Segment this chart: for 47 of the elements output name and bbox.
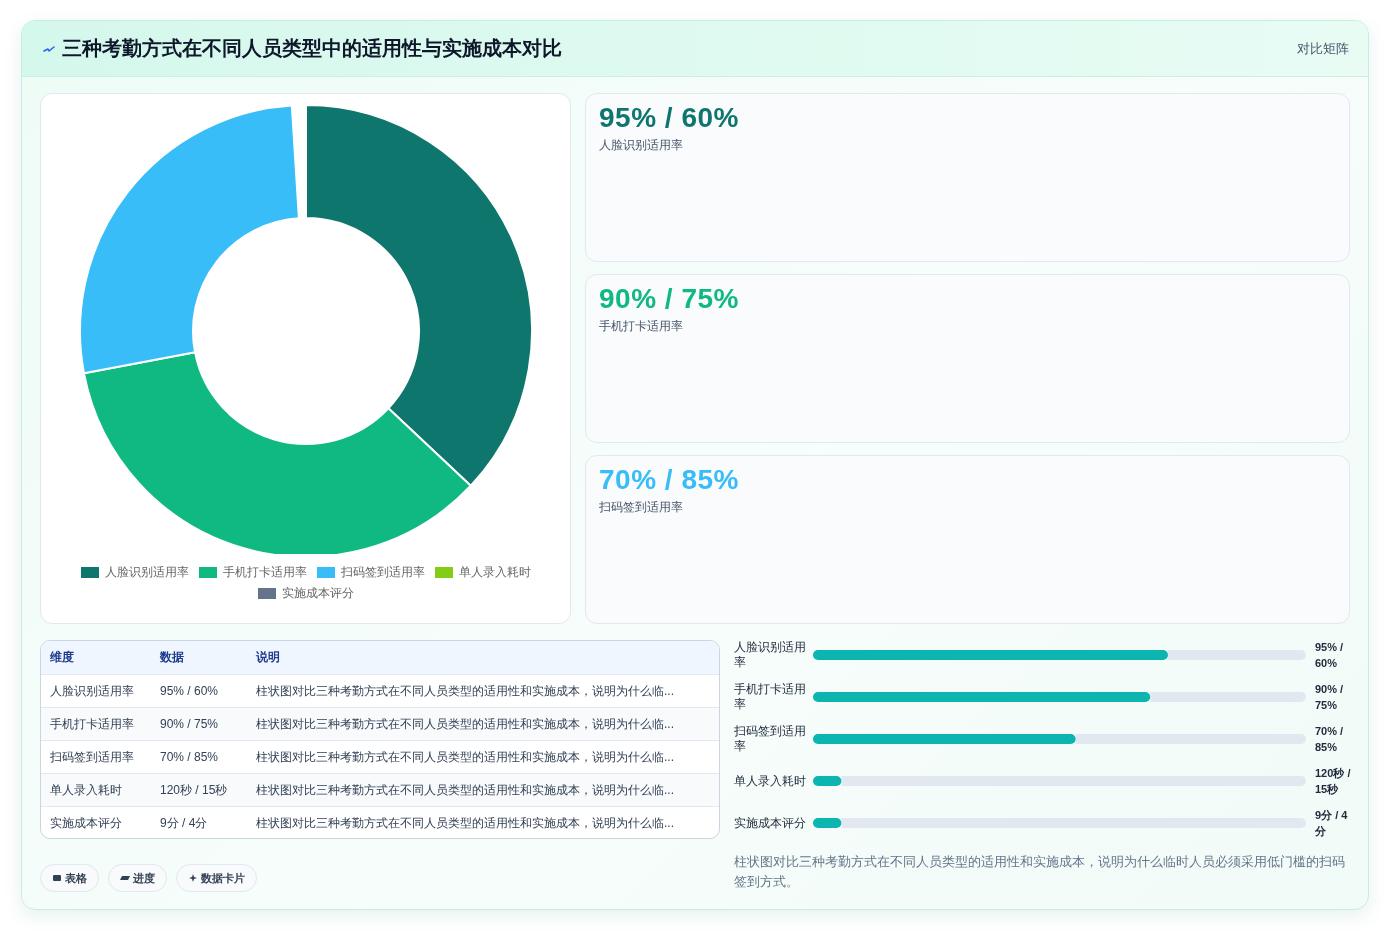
text: 90% / 75%: [160, 716, 219, 733]
text: 95% / 60%: [160, 683, 219, 700]
text: 120秒 / 15秒: [160, 782, 228, 799]
text: 95% / 60%: [1315, 640, 1345, 671]
text: 维度: [50, 649, 74, 666]
text: 柱状图对比三种考勤方式在不同人员类型的适用性和实施成本，说明为什么临...: [256, 716, 675, 733]
text: 手机打卡适用率: [50, 716, 134, 733]
text: 90% / 75%: [599, 283, 739, 315]
button: 进度: [108, 864, 167, 892]
text: 扫码签到适用率: [599, 499, 683, 515]
legend-label: 单人录入耗时: [459, 564, 531, 580]
y-tick-label: 实施成本评分: [734, 815, 807, 831]
text: 95% / 60%: [599, 102, 739, 134]
text: 三种考勤方式在不同人员类型中的适用性与实施成本对比: [62, 36, 562, 61]
text: 9分 / 4分: [1315, 808, 1349, 839]
text: 对比矩阵: [1297, 40, 1349, 58]
text: 单人录入耗时: [50, 782, 122, 799]
button: 数据卡片: [176, 864, 257, 892]
text: 70% / 85%: [1315, 724, 1345, 755]
y-tick-label: 人脸识别适用率: [734, 640, 807, 670]
text: 柱状图对比三种考勤方式在不同人员类型的适用性和实施成本，说明为什么临时人员必须采用低门槛的扫码签到方式。: [734, 853, 1346, 891]
text: 实施成本评分: [50, 815, 122, 832]
legend-label: 手机打卡适用率: [223, 564, 307, 580]
bar: [813, 818, 842, 828]
text: 人脸识别适用率: [50, 683, 134, 700]
text: 人脸识别适用率: [599, 137, 683, 153]
legend-label: 扫码签到适用率: [341, 564, 425, 580]
y-tick-label: 单人录入耗时: [734, 773, 807, 789]
bar: [813, 776, 842, 786]
text: 扫码签到适用率: [50, 749, 134, 766]
text: 70% / 85%: [599, 464, 739, 496]
legend-label: 实施成本评分: [282, 585, 354, 601]
text: 9分 / 4分: [160, 815, 208, 832]
text: 120秒 / 15秒: [1315, 766, 1352, 797]
text: 90% / 75%: [1315, 682, 1345, 713]
text: 手机打卡适用率: [599, 318, 683, 334]
legend-label: 人脸识别适用率: [105, 564, 189, 580]
y-tick-label: 手机打卡适用率: [734, 682, 807, 712]
y-tick-label: 扫码签到适用率: [734, 724, 807, 754]
button: 表格: [40, 864, 99, 892]
text: 说明: [256, 649, 280, 666]
text: 数据: [160, 649, 184, 666]
text: 柱状图对比三种考勤方式在不同人员类型的适用性和实施成本，说明为什么临...: [256, 782, 675, 799]
text: 柱状图对比三种考勤方式在不同人员类型的适用性和实施成本，说明为什么临...: [256, 749, 675, 766]
text: 70% / 85%: [160, 749, 219, 766]
text: 柱状图对比三种考勤方式在不同人员类型的适用性和实施成本，说明为什么临...: [256, 683, 675, 700]
text: 柱状图对比三种考勤方式在不同人员类型的适用性和实施成本，说明为什么临...: [256, 815, 675, 832]
